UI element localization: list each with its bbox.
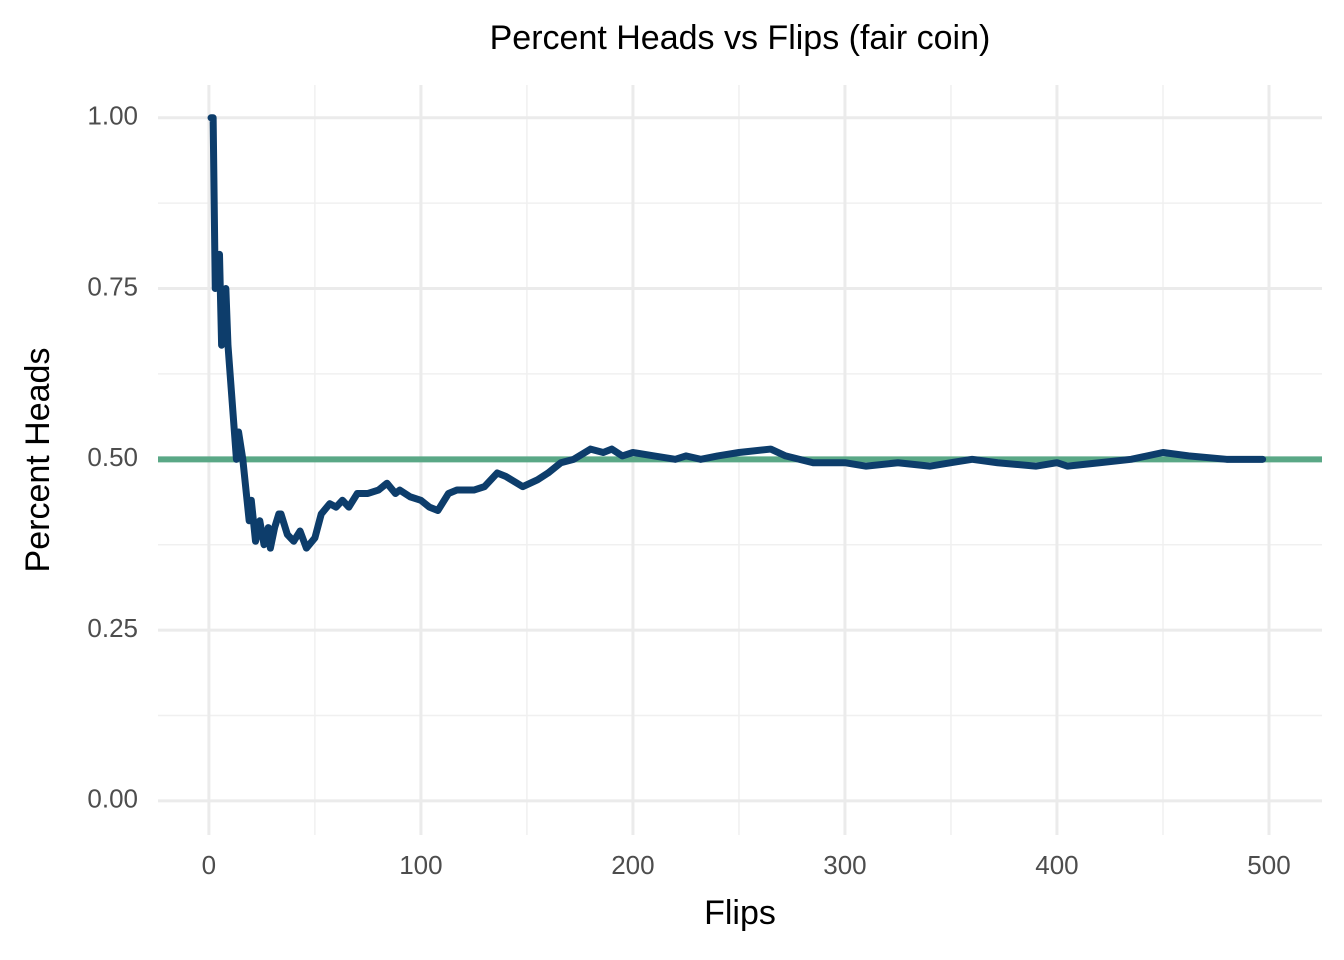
y-axis-title: Percent Heads	[19, 348, 57, 573]
x-tick-label: 0	[202, 850, 216, 880]
x-tick-label: 500	[1247, 850, 1290, 880]
y-tick-label: 0.50	[87, 442, 138, 472]
y-tick-label: 0.00	[87, 784, 138, 814]
chart-title: Percent Heads vs Flips (fair coin)	[490, 19, 991, 57]
y-tick-label: 1.00	[87, 101, 138, 131]
x-tick-label: 300	[823, 850, 866, 880]
y-tick-label: 0.25	[87, 613, 138, 643]
data-line	[207, 114, 1267, 552]
y-tick-label: 0.75	[87, 271, 138, 301]
x-tick-label: 400	[1035, 850, 1078, 880]
x-tick-label: 200	[611, 850, 654, 880]
x-axis-title: Flips	[704, 894, 776, 932]
x-tick-label: 100	[399, 850, 442, 880]
